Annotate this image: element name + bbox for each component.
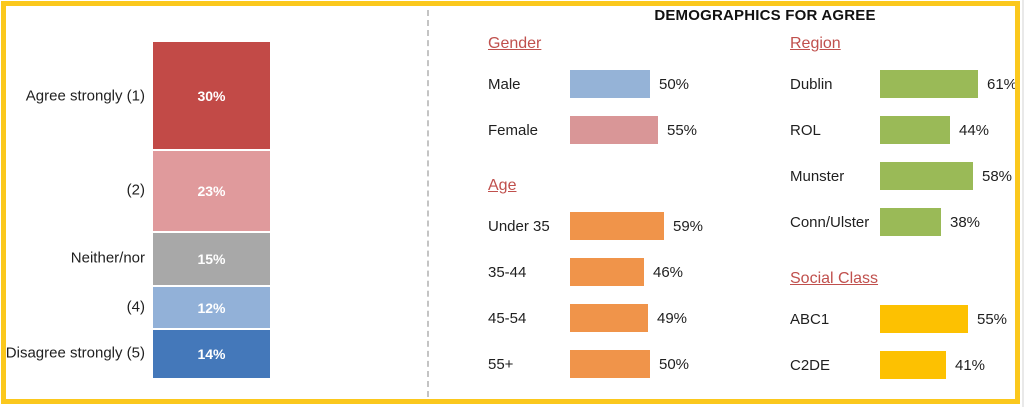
stack-category-label: (2) [126, 181, 145, 199]
demo-row-value: 59% [673, 217, 704, 235]
demo-row-value: 50% [659, 355, 690, 373]
stack-segment: 12% [153, 285, 270, 328]
stack-segment-value: 14% [197, 346, 226, 362]
stack-segment: 30% [153, 42, 270, 149]
demo-row-label: 45-54 [488, 309, 527, 327]
demo-row-label: C2DE [790, 356, 831, 374]
demo-row-label: Munster [790, 167, 845, 185]
demo-row-value: 41% [955, 356, 986, 374]
demo-row: 45-54 49% [488, 304, 703, 332]
demo-bar [880, 208, 941, 236]
stack-segment-value: 12% [197, 299, 226, 316]
demo-row: ABC1 55% [790, 305, 1007, 333]
demo-row-value: 55% [667, 121, 698, 139]
demo-bar [570, 350, 650, 378]
demo-bar [570, 70, 650, 98]
stack-segment-value: 30% [197, 87, 226, 104]
demo-row-value: 50% [659, 75, 690, 93]
demo-bar [570, 304, 648, 332]
demo-row: ROL 44% [790, 116, 1017, 144]
demo-group-age: Age Under 35 59% 35-44 46% 45-54 49% 55+ 50% [488, 176, 703, 396]
demo-group-heading: Age [488, 177, 517, 194]
demo-row: Munster 58% [790, 162, 1017, 190]
demo-row-label: 35-44 [488, 263, 527, 281]
stack-category-label: (4) [126, 298, 145, 315]
demo-row-label: ABC1 [790, 310, 830, 328]
stack-category-label: Agree strongly (1) [25, 87, 145, 104]
demo-row-value: 58% [982, 167, 1013, 185]
demo-row-value: 55% [977, 310, 1008, 328]
demo-row-label: Under 35 [488, 217, 550, 235]
demo-row-label: Male [488, 75, 521, 93]
stack-segment-value: 23% [197, 183, 226, 199]
demo-bar [880, 116, 950, 144]
demo-group-social-class: Social Class ABC1 55% C2DE 41% [790, 269, 1007, 397]
demo-bar [570, 212, 664, 240]
vertical-dashed-divider [427, 10, 429, 397]
demo-row-value: 38% [950, 213, 981, 231]
demo-row: Male 50% [488, 70, 697, 98]
stack-segment: 14% [153, 328, 270, 378]
demo-row-value: 61% [987, 75, 1018, 93]
demo-bar [880, 305, 968, 333]
demo-row: 35-44 46% [488, 258, 703, 286]
demo-row-value: 44% [959, 121, 990, 139]
demo-row-value: 46% [653, 263, 684, 281]
demo-bar [570, 116, 658, 144]
stack-segment-value: 15% [197, 251, 226, 267]
demo-row: Dublin 61% [790, 70, 1017, 98]
stack-segment: 23% [153, 149, 270, 231]
demographics-title: DEMOGRAPHICS FOR AGREE [654, 7, 876, 24]
demo-row-label: 55+ [488, 355, 514, 373]
demo-row: Conn/Ulster 38% [790, 208, 1017, 236]
stack-category-label: Disagree strongly (5) [5, 344, 145, 362]
demo-bar [880, 162, 973, 190]
demo-bar [880, 70, 978, 98]
demo-bar [570, 258, 644, 286]
demo-row: C2DE 41% [790, 351, 1007, 379]
scan-edge-strip [1022, 0, 1024, 407]
stacked-bar: 30% 23% 15% 12% 14% [153, 42, 270, 378]
stack-segment: 15% [153, 231, 270, 285]
demo-row: 55+ 50% [488, 350, 703, 378]
stacked-bar-category-labels: Agree strongly (1) (2) Neither/nor (4) Disag… [0, 42, 145, 382]
demo-bar [880, 351, 946, 379]
demo-row-label: Female [488, 121, 539, 139]
demo-group-heading: Region [790, 35, 841, 52]
demo-row: Female 55% [488, 116, 697, 144]
stack-category-label: Neither/nor [70, 249, 145, 267]
demo-group-gender: Gender Male 50% Female 55% [488, 34, 697, 162]
demo-row-value: 49% [657, 309, 688, 327]
demo-group-heading: Gender [488, 35, 542, 52]
demo-group-region: Region Dublin 61% ROL 44% Munster 58% Conn/Ulst… [790, 34, 1017, 254]
demo-row-label: Dublin [790, 75, 833, 93]
demo-row: Under 35 59% [488, 212, 703, 240]
demo-row-label: Conn/Ulster [790, 213, 870, 231]
demo-row-label: ROL [790, 121, 821, 139]
demo-group-heading: Social Class [790, 270, 879, 287]
